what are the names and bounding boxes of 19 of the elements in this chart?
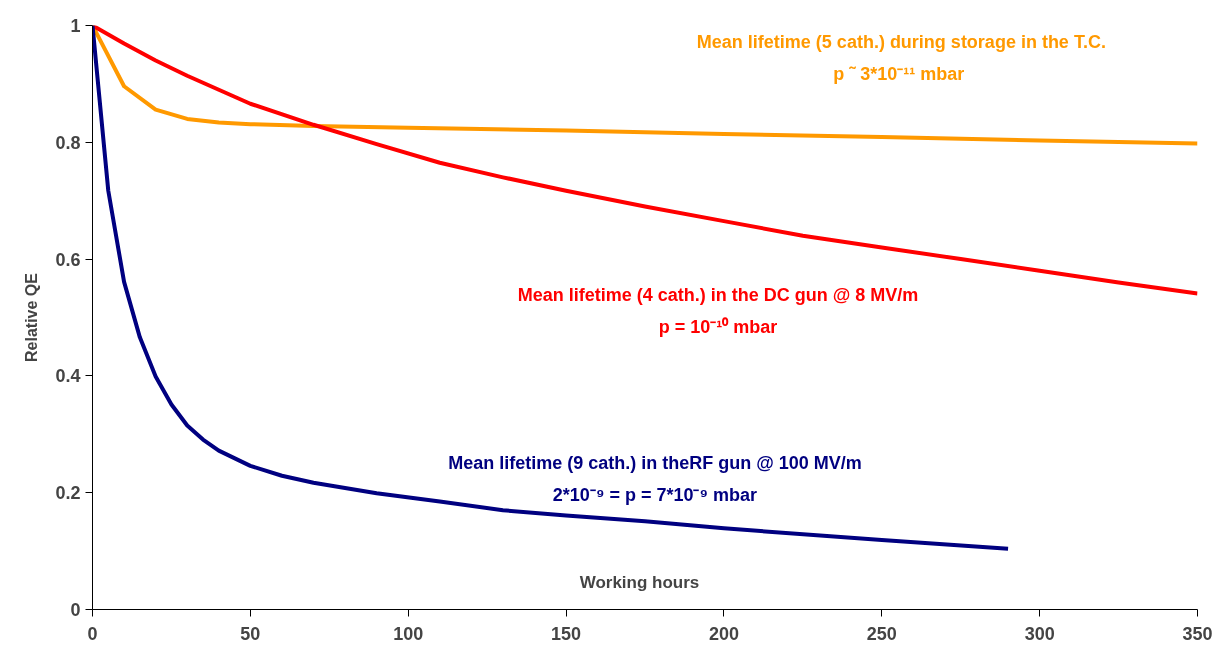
x-tick-label: 300 [1024, 623, 1055, 644]
y-tick-label: 1 [70, 16, 81, 36]
x-tick-label: 50 [240, 623, 261, 644]
x-tick-label: 200 [708, 623, 739, 644]
series-label: Mean lifetime (4 cath.) in the DC gun @ 8 MV/m p = 10⁻¹⁰ mbar [517, 285, 919, 338]
y-tick-label: 0.6 [55, 249, 81, 270]
x-axis-title: Working hours [579, 573, 700, 593]
y-tick-label: 0 [70, 600, 81, 620]
series-label: Mean lifetime (9 cath.) in theRF gun @ 100 MV/m 2*10⁻⁹ = p = 7*10⁻⁹ mbar [448, 453, 862, 506]
y-tick-label: 0.2 [55, 483, 81, 504]
y-axis-title: Relative QE [23, 272, 41, 362]
x-tick-label: 250 [866, 623, 897, 644]
x-tick-label: 150 [551, 623, 582, 644]
x-tick-label: 0 [87, 623, 98, 644]
x-tick-label: 100 [393, 623, 424, 644]
y-tick-label: 0.8 [55, 132, 81, 153]
y-tick-label: 0.4 [55, 366, 81, 387]
x-tick-label: 350 [1182, 623, 1213, 644]
text: Mean lifetime (5 cath.) during storage in the T.C. p ˜ 3*10⁻¹¹ mbar [696, 32, 1106, 85]
